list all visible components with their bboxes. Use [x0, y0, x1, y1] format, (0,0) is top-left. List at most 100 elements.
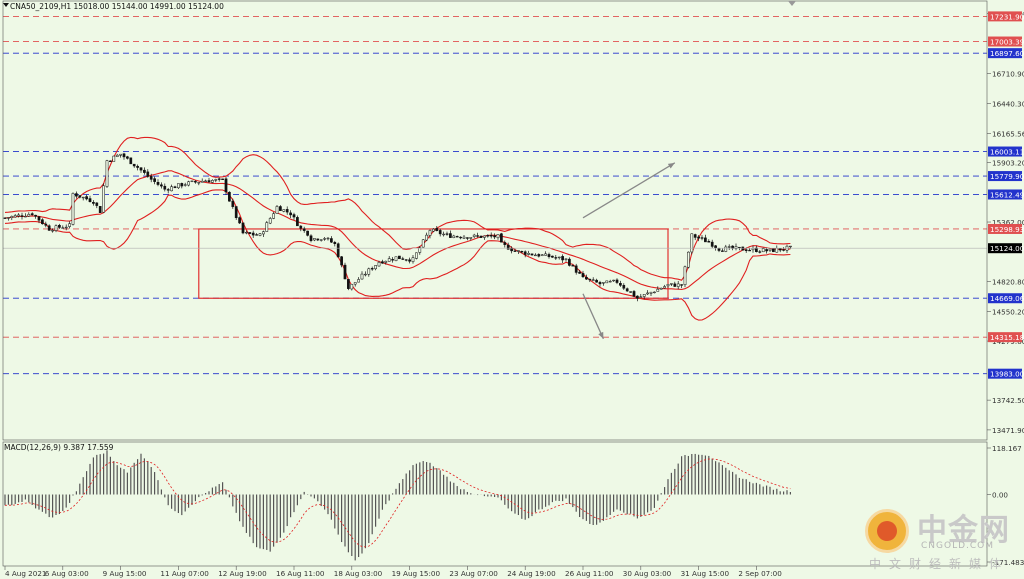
candle-body: [710, 241, 714, 247]
candle-body: [585, 277, 588, 280]
time-tick-label: 31 Aug 15:00: [681, 569, 730, 578]
candle-body: [442, 233, 445, 236]
candle-body: [656, 289, 660, 292]
candle-body: [7, 217, 10, 219]
candle-body: [755, 247, 758, 253]
time-tick-label: 11 Aug 07:00: [160, 569, 209, 578]
candle-body: [554, 257, 558, 259]
candle-body: [789, 245, 792, 248]
candle-body: [306, 230, 309, 236]
time-tick-label: 2 Sep 07:00: [738, 569, 782, 578]
time-tick-label: 30 Aug 03:00: [623, 569, 672, 578]
candle-body: [24, 215, 27, 218]
candle-body: [500, 233, 503, 243]
candle-body: [51, 230, 54, 232]
candle-body: [364, 273, 367, 276]
candle-body: [472, 234, 476, 237]
candle-body: [149, 175, 153, 180]
candle-body: [221, 178, 224, 180]
candle-body: [707, 240, 711, 243]
candle-body: [126, 156, 129, 159]
candle-body: [496, 234, 500, 239]
candle-body: [479, 235, 483, 238]
price-tick-label: 14820.80: [992, 278, 1024, 287]
candle-body: [323, 238, 326, 240]
watermark-brand: 中金网: [917, 513, 1010, 548]
candle-body: [350, 283, 354, 290]
candle-body: [384, 260, 388, 263]
candle-body: [381, 261, 384, 264]
candle-body: [241, 222, 245, 234]
candle-body: [700, 237, 704, 239]
candle-body: [761, 248, 765, 253]
candle-body: [102, 185, 105, 213]
candle-body: [520, 250, 524, 253]
price-tick-label: 16710.90: [992, 70, 1024, 79]
candle-body: [313, 238, 316, 241]
macd-tick-label: 118.167: [992, 444, 1022, 453]
level-tag-label: 17231.90: [990, 12, 1024, 21]
candle-body: [687, 251, 690, 268]
time-tick-label: 18 Aug 03:00: [334, 569, 383, 578]
candle-body: [75, 193, 78, 197]
candle-body: [136, 165, 139, 168]
candle-body: [58, 224, 61, 228]
watermark: 中金网 CNGOLD.COM 中文财经新媒体: [865, 505, 1015, 575]
candle-body: [591, 279, 595, 281]
candle-body: [738, 246, 741, 249]
candle-body: [285, 209, 289, 213]
candle-body: [27, 214, 31, 217]
candle-body: [272, 213, 275, 219]
projection-arrow-line: [582, 162, 676, 219]
level-tag-label: 17003.39: [990, 38, 1024, 47]
candle-body: [642, 294, 646, 297]
candle-body: [615, 279, 619, 283]
candle-body: [432, 228, 435, 232]
candle-body: [517, 250, 520, 252]
candle-body: [574, 265, 578, 273]
time-tick-label: 26 Aug 11:00: [565, 569, 614, 578]
candle-body: [282, 209, 286, 212]
candle-body: [265, 222, 269, 232]
candle-body: [721, 250, 724, 252]
candle-body: [347, 279, 350, 289]
macd-panel[interactable]: [4, 450, 792, 561]
candle-body: [653, 291, 656, 294]
candle-body: [326, 237, 330, 240]
candle-body: [418, 247, 422, 253]
candle-body: [30, 213, 34, 216]
candle-body: [207, 180, 211, 183]
candle-body: [292, 214, 296, 218]
candle-body: [612, 279, 615, 282]
level-tag: [988, 293, 1022, 304]
candle-body: [564, 258, 568, 260]
candle-body: [493, 235, 496, 238]
candle-body: [455, 236, 459, 238]
candle-body: [44, 223, 48, 226]
candle-body: [629, 291, 632, 293]
candle-body: [95, 202, 99, 206]
price-tick-label: 16440.30: [992, 99, 1024, 108]
candle-body: [605, 280, 609, 284]
candle-body: [765, 249, 768, 252]
candle-body: [408, 259, 411, 262]
level-tag: [988, 332, 1022, 343]
candle-body: [119, 153, 122, 156]
time-tick-label: 9 Aug 15:00: [103, 569, 147, 578]
time-tick-label: 6 Aug 03:00: [45, 569, 89, 578]
candle-body: [622, 285, 626, 289]
candle-body: [71, 193, 75, 225]
candle-body: [768, 248, 772, 251]
watermark-slogan: 中文财经新媒体: [869, 557, 1010, 571]
candle-body: [153, 178, 156, 182]
main-price-panel[interactable]: [3, 15, 987, 375]
candle-body: [47, 225, 51, 231]
candle-body: [251, 232, 255, 236]
candle-body: [166, 189, 170, 191]
candle-body: [173, 186, 177, 189]
candle-body: [64, 226, 68, 229]
candle-body: [109, 160, 112, 162]
projection-arrow-head-icon: [667, 162, 675, 169]
